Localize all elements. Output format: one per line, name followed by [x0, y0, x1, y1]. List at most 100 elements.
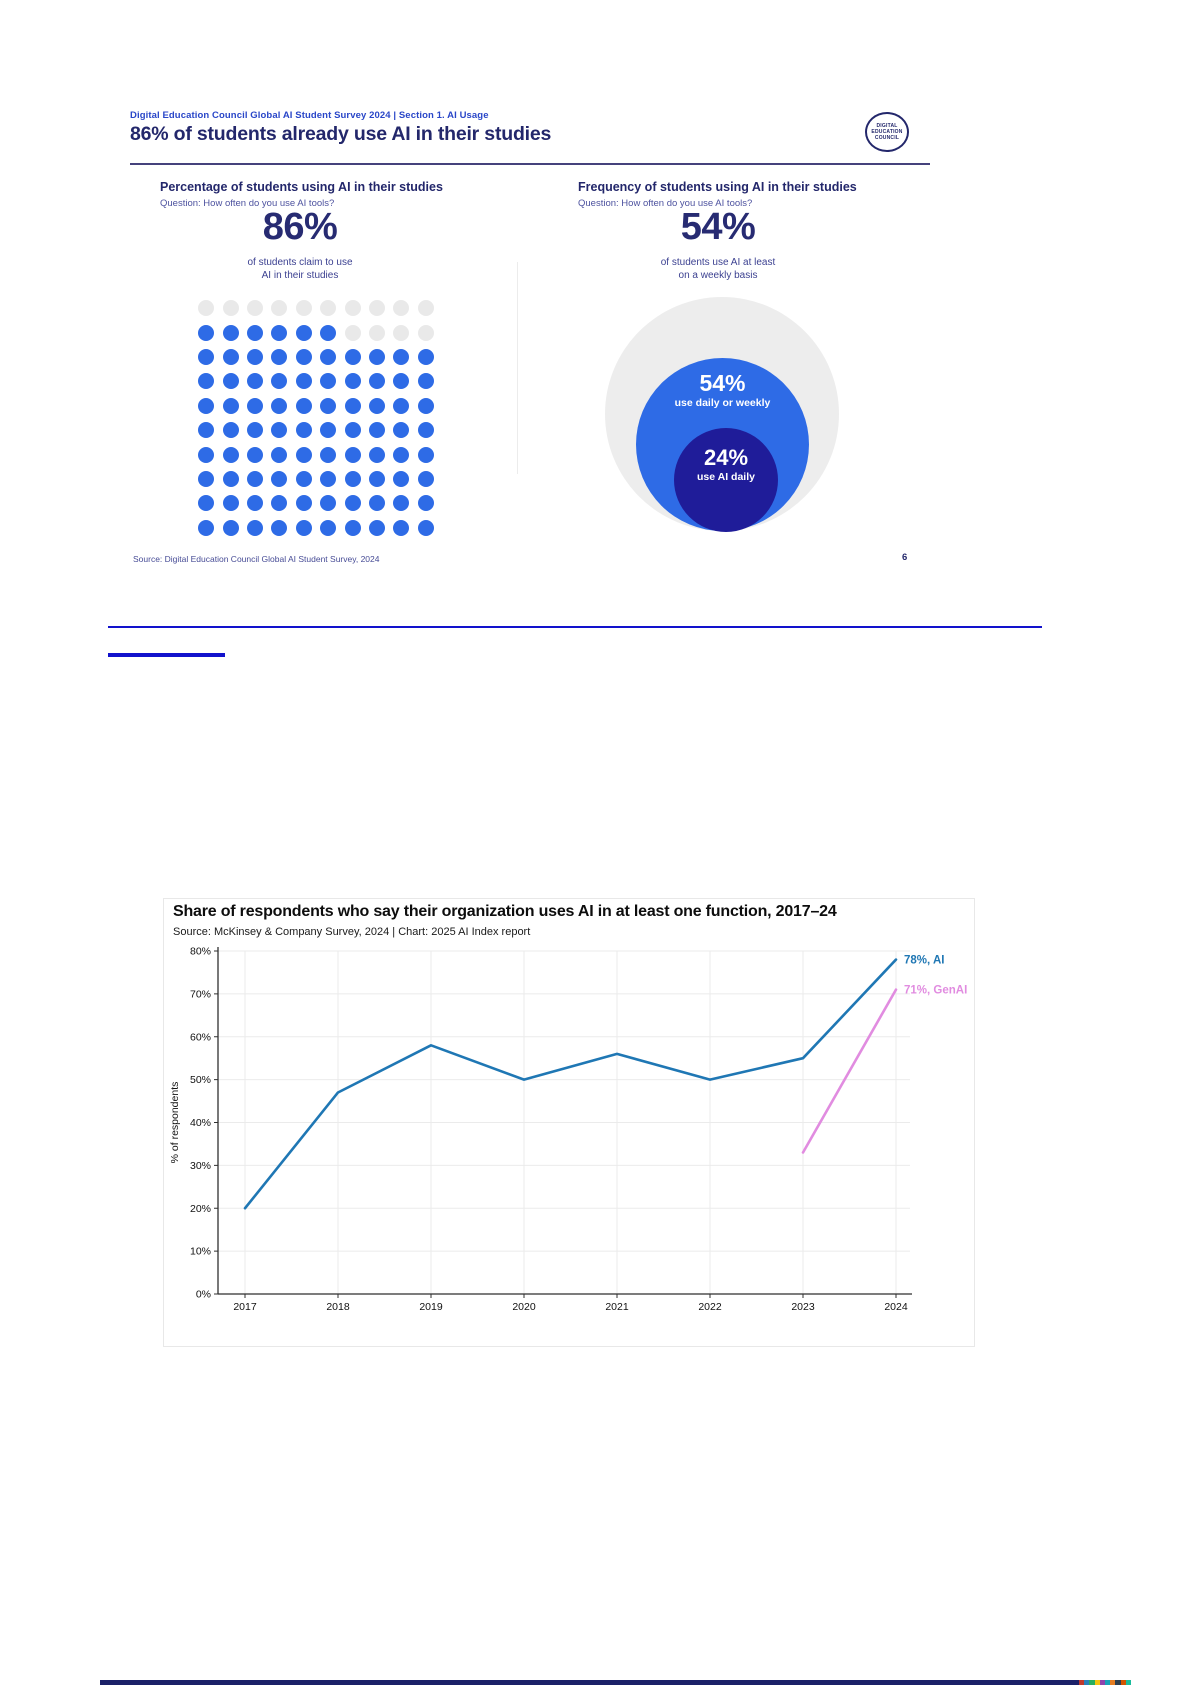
waffle-dot: [393, 373, 410, 390]
waffle-dot: [222, 470, 239, 487]
waffle-dot: [417, 470, 434, 487]
waffle-dot: [271, 470, 288, 487]
y-tick-label: 30%: [190, 1160, 211, 1172]
waffle-dot: [320, 300, 337, 317]
right-panel-heading: Frequency of students using AI in their …: [578, 180, 857, 194]
x-tick-label: 2019: [419, 1301, 443, 1313]
waffle-dot: [246, 446, 263, 463]
bubble-daily-value: 24%: [703, 445, 749, 470]
waffle-dot: [393, 397, 410, 414]
chart-title: Share of respondents who say their organ…: [173, 903, 837, 920]
left-caption-line-1: of students claim to use: [247, 257, 353, 268]
waffle-dot: [393, 495, 410, 512]
y-tick-label: 50%: [190, 1074, 211, 1086]
waffle-dot: [222, 348, 239, 365]
waffle-dot: [417, 495, 434, 512]
axes: 0% 10% 20% 30% 40% 50% 60% 70% 80% 2017 2018 2019 20…: [169, 946, 912, 1313]
series-ai: [243, 958, 898, 1210]
waffle-dot: [198, 446, 215, 463]
waffle-dot: [246, 373, 263, 390]
waffle-dot: [344, 300, 361, 317]
right-caption-line-1: of students use AI at least: [660, 257, 776, 268]
series-genai: [801, 988, 898, 1154]
waffle-dot: [295, 422, 312, 439]
waffle-dot: [295, 373, 312, 390]
noise-pixel: [1089, 1680, 1095, 1685]
waffle-dot: [246, 470, 263, 487]
y-tick-label: 70%: [190, 988, 211, 1000]
waffle-dot: [198, 373, 215, 390]
waffle-dot: [344, 373, 361, 390]
waffle-dot: [198, 300, 215, 317]
waffle-dot: [368, 470, 385, 487]
noise-pixel: [1115, 1680, 1121, 1685]
noise-pixel: [1084, 1680, 1090, 1685]
slide-page-number: 6: [902, 552, 908, 563]
waffle-dot: [344, 495, 361, 512]
left-caption-line-2: AI in their studies: [261, 270, 339, 281]
waffle-dot: [271, 397, 288, 414]
waffle-dot: [344, 422, 361, 439]
waffle-dot: [417, 300, 434, 317]
waffle-dot: [393, 446, 410, 463]
noise-pixel: [1079, 1680, 1085, 1685]
noise-pixel: [1110, 1680, 1116, 1685]
waffle-dot: [344, 470, 361, 487]
waffle-dot: [295, 446, 312, 463]
dec-slide: Digital Education Council Global AI Stud…: [130, 108, 930, 570]
dec-logo: DIGITAL EDUCATION COUNCIL: [865, 112, 909, 152]
waffle-dot: [417, 373, 434, 390]
series-lines: 78%, AI 71%, GenAI: [243, 955, 967, 1210]
waffle-dot: [295, 519, 312, 536]
waffle-dot: [222, 324, 239, 341]
waffle-dot: [198, 495, 215, 512]
waffle-dot: [271, 495, 288, 512]
waffle-dot: [417, 422, 434, 439]
waffle-dot: [295, 470, 312, 487]
waffle-dot: [393, 324, 410, 341]
right-panel-big-value: 54%: [680, 206, 756, 248]
waffle-dot: [246, 300, 263, 317]
slide-title: 86% of students already use AI in their …: [130, 123, 552, 145]
x-tick-label: 2018: [326, 1301, 350, 1313]
waffle-dot: [344, 348, 361, 365]
series-end-label-genai: 71%, GenAI: [904, 985, 967, 997]
waffle-dot: [393, 422, 410, 439]
left-panel-question: Question: How often do you use AI tools?: [160, 198, 335, 209]
logo-line-2: EDUCATION: [871, 129, 903, 135]
waffle-dot: [246, 324, 263, 341]
waffle-dot: [368, 422, 385, 439]
waffle-dot: [344, 397, 361, 414]
waffle-dot: [222, 446, 239, 463]
grid-lines: [218, 950, 910, 1294]
waffle-dot: [198, 519, 215, 536]
waffle-dot: [393, 348, 410, 365]
logo-line-3: COUNCIL: [874, 135, 900, 141]
waffle-dot: [368, 446, 385, 463]
short-underline-rule: [108, 653, 225, 657]
waffle-dot: [246, 422, 263, 439]
y-tick-label: 10%: [190, 1246, 211, 1258]
waffle-dot: [271, 446, 288, 463]
noise-pixel: [1125, 1680, 1132, 1685]
waffle-dot: [393, 300, 410, 317]
waffle-dot: [246, 348, 263, 365]
waffle-dot: [222, 300, 239, 317]
waffle-dot: [271, 324, 288, 341]
waffle-dot: [198, 397, 215, 414]
ai-adoption-chart-card: Share of respondents who say their organ…: [163, 898, 975, 1347]
waffle-dot: [295, 348, 312, 365]
bubble-weekly-label: use daily or weekly: [674, 397, 771, 409]
waffle-dot: [246, 397, 263, 414]
right-panel-question: Question: How often do you use AI tools?: [578, 198, 753, 209]
noise-pixel: [1105, 1680, 1111, 1685]
waffle-dot: [320, 446, 337, 463]
waffle-dot: [393, 519, 410, 536]
y-tick-label: 0%: [196, 1289, 211, 1301]
waffle-dot: [368, 348, 385, 365]
left-panel-caption: of students claim to use AI in their stu…: [130, 256, 470, 282]
bubble-weekly-value: 54%: [699, 370, 746, 396]
waffle-dot: [320, 519, 337, 536]
waffle-dot: [295, 324, 312, 341]
waffle-dot: [198, 422, 215, 439]
